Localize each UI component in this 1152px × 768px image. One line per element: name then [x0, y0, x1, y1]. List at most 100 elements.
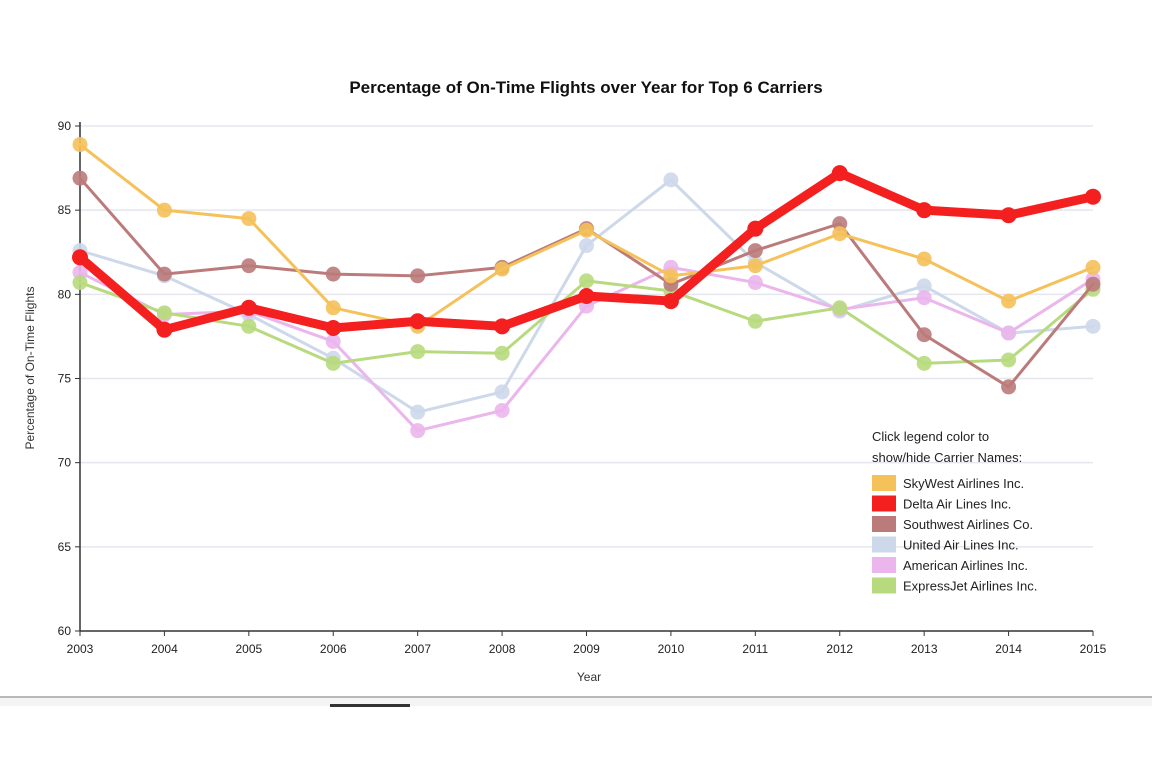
x-tick-label: 2009	[573, 642, 600, 656]
y-tick-label: 70	[58, 456, 72, 470]
data-point[interactable]	[72, 170, 88, 186]
legend-swatch[interactable]	[872, 516, 896, 532]
legend-label: American Airlines Inc.	[903, 558, 1028, 573]
x-tick-label: 2011	[742, 642, 768, 656]
data-point[interactable]	[747, 243, 763, 259]
data-point[interactable]	[410, 268, 426, 284]
legend: Click legend color to show/hide Carrier …	[872, 429, 1037, 594]
y-tick-label: 85	[58, 203, 72, 217]
data-point[interactable]	[241, 318, 257, 334]
legend-label: ExpressJet Airlines Inc.	[903, 579, 1037, 594]
y-tick-label: 75	[58, 372, 72, 386]
data-point[interactable]	[156, 202, 172, 218]
data-point[interactable]	[916, 278, 932, 294]
legend-label: Delta Air Lines Inc.	[903, 497, 1011, 512]
data-point[interactable]	[494, 345, 510, 361]
data-point[interactable]	[240, 299, 257, 316]
data-point[interactable]	[156, 305, 172, 321]
data-point[interactable]	[916, 251, 932, 267]
x-tick-label: 2010	[658, 642, 685, 656]
x-tick-label: 2014	[995, 642, 1022, 656]
y-tick-label: 60	[58, 624, 72, 638]
data-point[interactable]	[832, 300, 848, 316]
data-point[interactable]	[72, 137, 88, 153]
data-point[interactable]	[156, 321, 173, 338]
data-point[interactable]	[1085, 188, 1101, 205]
data-point[interactable]	[325, 333, 341, 349]
x-tick-label: 2003	[67, 642, 94, 656]
data-point[interactable]	[747, 313, 763, 329]
data-point[interactable]	[494, 261, 510, 277]
data-point[interactable]	[747, 275, 763, 291]
x-tick-label: 2013	[911, 642, 938, 656]
x-axis-title: Year	[577, 670, 601, 684]
data-point[interactable]	[325, 320, 342, 336]
x-tick-label: 2012	[826, 642, 853, 656]
data-point[interactable]	[241, 211, 257, 227]
line-chart: Percentage of On-Time Flights over Year …	[23, 78, 1107, 684]
data-point[interactable]	[663, 172, 679, 188]
y-tick-label: 65	[58, 540, 72, 554]
legend-swatch[interactable]	[872, 577, 896, 594]
series-expressjet-airlines-inc	[72, 273, 1101, 371]
data-point[interactable]	[72, 275, 88, 291]
data-point[interactable]	[916, 327, 932, 343]
data-point[interactable]	[1001, 352, 1017, 368]
data-point[interactable]	[1085, 318, 1101, 334]
gridlines	[80, 125, 1093, 548]
x-tick-label: 2015	[1080, 642, 1107, 656]
legend-swatch[interactable]	[872, 495, 896, 512]
data-point[interactable]	[1085, 259, 1101, 275]
data-point[interactable]	[662, 293, 679, 310]
series-lines	[72, 137, 1101, 439]
data-point[interactable]	[747, 258, 763, 274]
data-point[interactable]	[156, 266, 172, 282]
x-tick-label: 2006	[320, 642, 347, 656]
data-point[interactable]	[325, 300, 341, 316]
scroll-indicator	[330, 704, 410, 707]
data-point[interactable]	[1001, 379, 1017, 395]
data-point[interactable]	[410, 423, 426, 439]
legend-title-line2: show/hide Carrier Names:	[872, 450, 1022, 465]
legend-swatch[interactable]	[872, 475, 896, 491]
data-point[interactable]	[916, 355, 932, 371]
legend-label: United Air Lines Inc.	[903, 538, 1019, 553]
data-point[interactable]	[241, 258, 257, 274]
legend-swatch[interactable]	[872, 536, 896, 553]
x-tick-label: 2005	[235, 642, 262, 656]
data-point[interactable]	[494, 384, 510, 400]
data-point[interactable]	[831, 165, 848, 182]
legend-label: SkyWest Airlines Inc.	[903, 476, 1024, 491]
data-point[interactable]	[1001, 293, 1017, 309]
data-point[interactable]	[579, 238, 594, 254]
data-point[interactable]	[916, 202, 933, 219]
series-delta-air-lines-inc	[72, 165, 1101, 338]
x-tick-label: 2007	[404, 642, 431, 656]
data-point[interactable]	[72, 249, 88, 266]
chart-title: Percentage of On-Time Flights over Year …	[349, 78, 822, 97]
x-tick-label: 2004	[151, 642, 178, 656]
data-point[interactable]	[1000, 207, 1017, 224]
data-point[interactable]	[579, 222, 594, 238]
data-point[interactable]	[410, 404, 426, 420]
data-point[interactable]	[325, 266, 341, 282]
data-point[interactable]	[747, 220, 764, 237]
data-point[interactable]	[494, 318, 511, 335]
data-point[interactable]	[578, 288, 595, 305]
data-point[interactable]	[410, 344, 426, 360]
data-point[interactable]	[663, 268, 679, 284]
window-bottom-border	[0, 696, 1152, 706]
data-point[interactable]	[494, 402, 510, 418]
data-point[interactable]	[1001, 325, 1017, 341]
data-point[interactable]	[325, 355, 341, 371]
data-point[interactable]	[832, 226, 848, 242]
data-point[interactable]	[579, 273, 594, 289]
x-tick-label: 2008	[489, 642, 516, 656]
data-point[interactable]	[1085, 276, 1101, 292]
data-point[interactable]	[409, 313, 426, 330]
legend-label: Southwest Airlines Co.	[903, 517, 1033, 532]
legend-swatch[interactable]	[872, 557, 896, 573]
data-point[interactable]	[916, 290, 932, 306]
axes: 60 65 70 75 80 85 90 2003 2004 2005 2006 2007 2008 20…	[58, 119, 1107, 656]
y-tick-label: 80	[58, 287, 72, 301]
